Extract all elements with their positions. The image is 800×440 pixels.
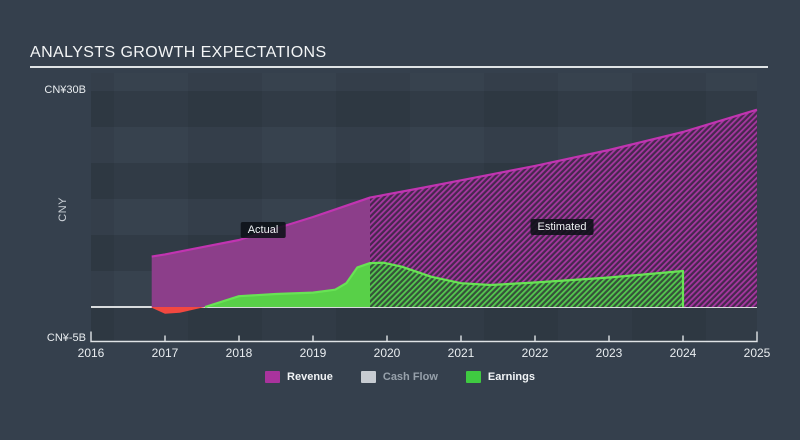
x-tick-2020: 2020 — [373, 346, 401, 360]
earnings-line — [204, 261, 685, 309]
revenue-estimated-area — [370, 109, 757, 307]
legend-swatch-revenue — [265, 371, 281, 383]
x-tick-2018: 2018 — [225, 346, 253, 360]
y-axis-label-top: CN¥30B — [44, 84, 86, 96]
legend-label: Cash Flow — [382, 371, 438, 383]
chart-legend: Revenue Cash Flow Earnings — [0, 371, 800, 383]
page-title: ANALYSTS GROWTH EXPECTATIONS — [30, 44, 327, 61]
revenue-actual-area — [151, 197, 370, 307]
legend-label: Earnings — [487, 371, 535, 383]
legend-label: Revenue — [287, 371, 333, 383]
earnings-estimated-area — [370, 262, 683, 307]
actual-label-chip: Actual — [240, 222, 286, 238]
x-tick-2017: 2017 — [151, 346, 179, 360]
x-axis — [90, 331, 758, 343]
estimated-label-chip: Estimated — [530, 219, 594, 235]
x-tick-2024: 2024 — [669, 346, 697, 360]
legend-item-revenue[interactable]: Revenue — [265, 371, 333, 383]
earnings-negative-area — [151, 307, 205, 314]
y-axis-label-bottom: CN¥-5B — [46, 332, 86, 344]
x-tick-2022: 2022 — [521, 346, 549, 360]
x-tick-2019: 2019 — [299, 346, 327, 360]
legend-swatch-earnings — [465, 371, 481, 383]
y-axis-title: CNY — [57, 197, 69, 222]
legend-item-cash-flow[interactable]: Cash Flow — [360, 371, 438, 383]
legend-swatch-cash-flow — [360, 371, 376, 383]
legend-item-earnings[interactable]: Earnings — [465, 371, 535, 383]
x-tick-2023: 2023 — [595, 346, 623, 360]
title-underline — [30, 66, 768, 68]
x-tick-2021: 2021 — [447, 346, 475, 360]
x-tick-2025: 2025 — [743, 346, 771, 360]
revenue-line — [151, 108, 758, 258]
x-tick-2016: 2016 — [77, 346, 105, 360]
